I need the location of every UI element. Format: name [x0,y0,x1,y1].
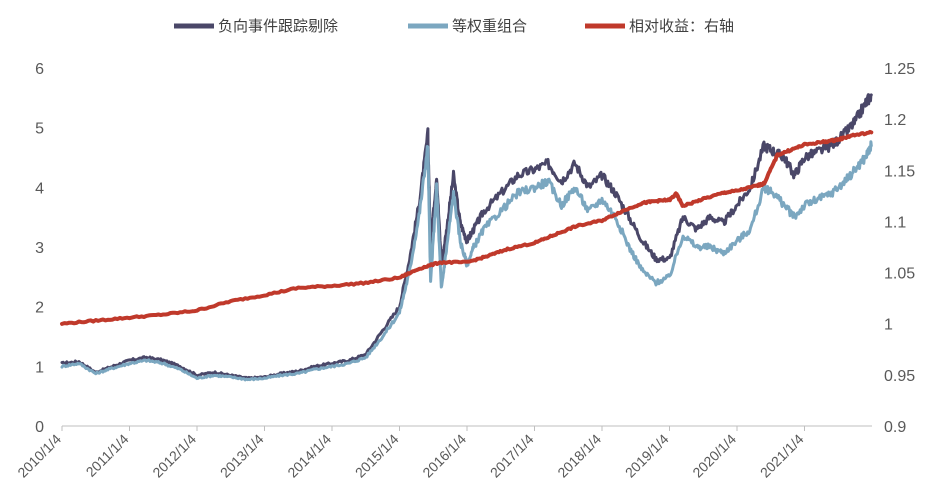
legend-label: 等权重组合 [452,17,527,35]
y-left-tick-label: 6 [35,61,44,78]
x-tick-label: 2013/1/4 [217,431,267,481]
x-tick-label: 2012/1/4 [149,431,199,481]
y-right-tick-label: 1.1 [884,214,906,231]
series-relative-return-line [60,129,874,326]
x-tick-label: 2019/1/4 [622,431,672,481]
legend-label: 相对收益：右轴 [629,17,734,35]
legend-label: 负向事件跟踪剔除 [218,17,338,35]
series-equal-weight-line [60,140,873,382]
x-tick-label: 2018/1/4 [554,431,604,481]
x-tick-label: 2020/1/4 [689,431,739,481]
y-right-tick-label: 1.2 [884,112,906,129]
x-tick-label: 2016/1/4 [419,431,469,481]
x-tick-label: 2011/1/4 [82,431,131,480]
y-right-tick-label: 0.95 [884,368,915,385]
y-left-tick-label: 4 [35,180,44,197]
y-right-tick-label: 1.05 [884,266,915,283]
x-tick-label: 2010/1/4 [14,431,64,481]
x-tick-label: 2021/1/4 [757,431,807,481]
x-tick-label: 2014/1/4 [284,431,334,481]
y-left-tick-label: 3 [35,240,44,257]
y-right-tick-label: 1.15 [884,163,915,180]
y-left-tick-label: 1 [35,359,44,376]
y-right-tick-label: 0.9 [884,419,906,436]
x-tick-label: 2017/1/4 [487,431,537,481]
y-right-tick-label: 1 [884,317,893,334]
series-negative-event-removal-line [60,93,873,381]
x-tick-label: 2015/1/4 [352,431,402,481]
y-left-tick-label: 0 [35,419,44,436]
y-left-tick-label: 5 [35,121,44,138]
y-left-tick-label: 2 [35,300,44,317]
y-right-tick-label: 1.25 [884,61,915,78]
